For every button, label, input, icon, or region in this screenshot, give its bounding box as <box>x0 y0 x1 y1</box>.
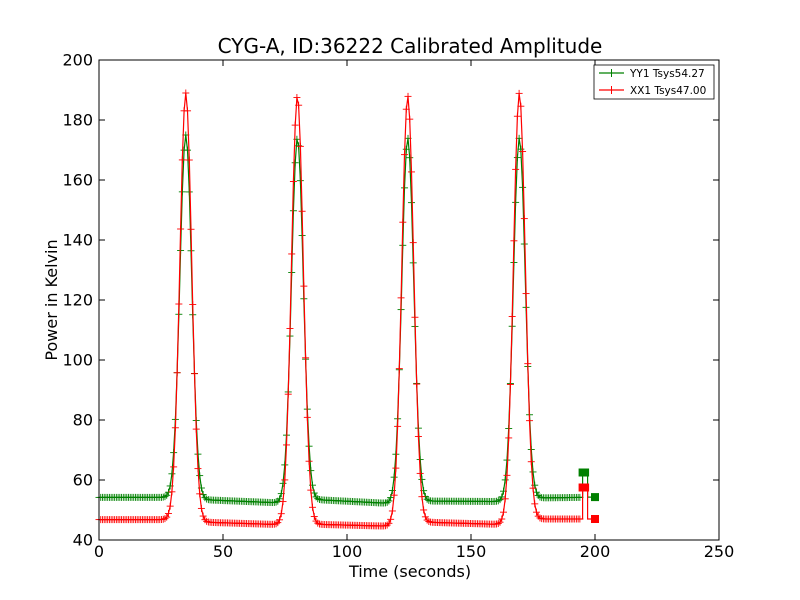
y-tick-label: 40 <box>73 531 93 550</box>
y-tick-label: 120 <box>62 291 93 310</box>
x-tick-label: 0 <box>94 542 104 561</box>
plot-area <box>95 89 599 530</box>
x-tick-label: 50 <box>213 542 233 561</box>
y-tick-label: 80 <box>73 411 93 430</box>
chart-title: CYG-A, ID:36222 Calibrated Amplitude <box>218 34 603 58</box>
tail-point <box>591 493 599 502</box>
legend-box <box>593 64 715 100</box>
y-tick-label: 180 <box>62 111 93 130</box>
y-axis: 40 60 80 100 120 140 160 180 200 <box>62 51 719 550</box>
legend-label-xx1: XX1 Tsys47.00 <box>630 85 706 97</box>
x-tick-label: 200 <box>580 542 611 561</box>
y-tick-label: 200 <box>62 51 93 70</box>
legend: YY1 Tsys54.27 XX1 Tsys47.00 <box>593 64 715 100</box>
series-markers-xx1 <box>95 89 599 530</box>
x-axis-label: Time (seconds) <box>348 562 471 581</box>
y-tick-label: 100 <box>62 351 93 370</box>
x-tick-label: 100 <box>332 542 363 561</box>
y-tick-label: 160 <box>62 171 93 190</box>
legend-label-yy1: YY1 Tsys54.27 <box>629 68 705 80</box>
y-tick-label: 60 <box>73 471 93 490</box>
y-axis-label: Power in Kelvin <box>42 239 61 360</box>
series-markers-yy1 <box>95 131 599 507</box>
x-tick-label: 250 <box>704 542 735 561</box>
tail-point <box>591 515 599 523</box>
tail-point <box>581 468 590 477</box>
tail-point <box>581 483 590 492</box>
y-tick-label: 140 <box>62 231 93 250</box>
x-tick-label: 150 <box>456 542 487 561</box>
x-axis: 0 50 100 150 200 250 <box>94 60 734 561</box>
